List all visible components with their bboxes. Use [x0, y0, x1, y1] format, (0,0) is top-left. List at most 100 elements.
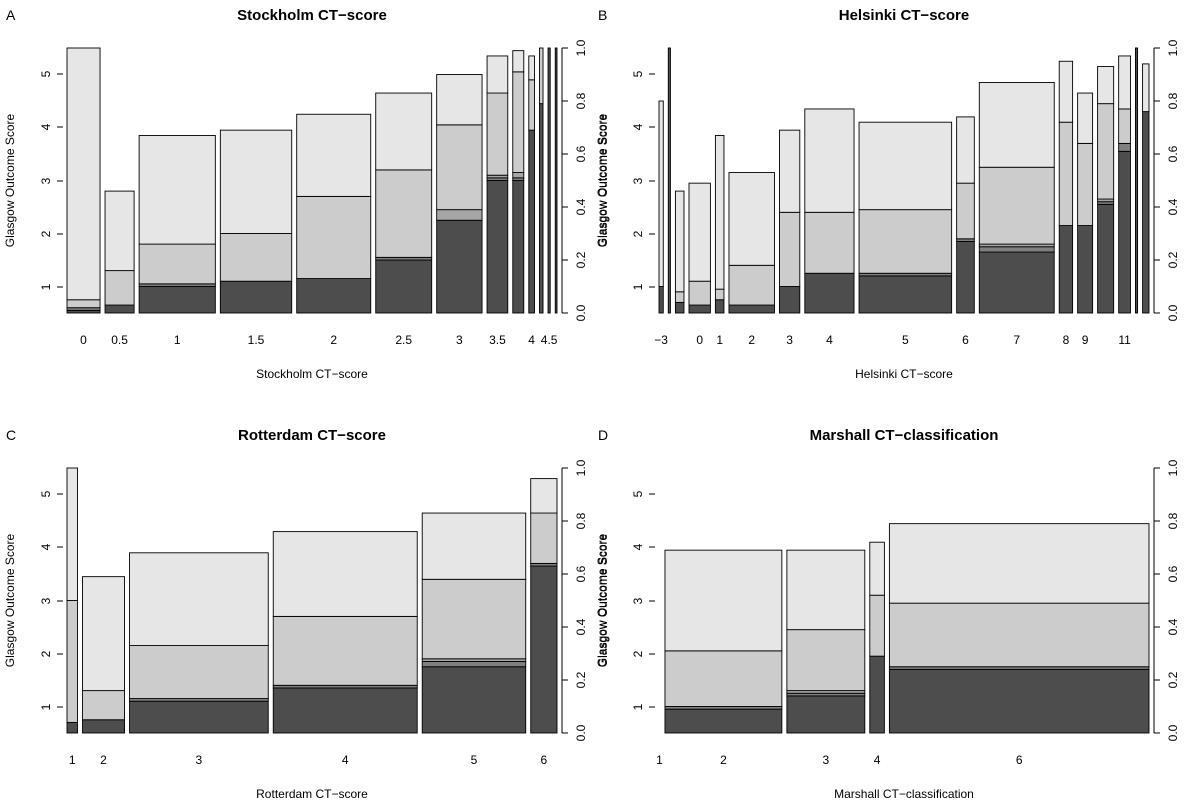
mosaic-segment-gos-5 [512, 50, 525, 73]
mosaic-column [486, 55, 509, 314]
y-tick-label-right: 1.0 [574, 459, 588, 476]
mosaic-segment-gos-3 [512, 172, 525, 179]
mosaic-column [554, 47, 558, 314]
y-tick-label-right: 1.0 [1166, 39, 1180, 56]
mosaic-segment-gos-1 [858, 275, 953, 314]
mosaic-segment-gos-5 [104, 190, 135, 272]
mosaic-segment-gos-5 [272, 531, 418, 617]
mosaic-segment-gos-4 [296, 195, 372, 279]
x-tick-label: −3 [654, 333, 668, 347]
mosaic-segment-gos-5 [82, 576, 125, 692]
mosaic-segment-gos-5 [888, 523, 1150, 604]
mosaic-segment-gos-4 [530, 512, 558, 564]
y-tick-label-right: 0.2 [1166, 671, 1180, 688]
x-tick-label: 8 [1063, 333, 1070, 347]
mosaic-column [272, 531, 418, 734]
y-axis-label-left: Glasgow Outcome Score [595, 113, 609, 247]
chart-title: Marshall CT−classification [810, 427, 999, 444]
y-tick-label-right: 0.8 [1166, 92, 1180, 109]
mosaic-column [66, 467, 78, 734]
x-tick-label: 11 [1118, 333, 1131, 347]
mosaic-segment-gos-5 [530, 478, 558, 514]
chart-title: Rotterdam CT−score [238, 427, 386, 444]
y-axis-label-right: Glasgow Outcome Score [596, 113, 610, 247]
y-tick-label-left: 5 [39, 70, 53, 77]
mosaic-column [888, 523, 1150, 734]
x-tick-label: 5 [471, 753, 478, 767]
y-tick-label-left: 1 [39, 283, 53, 290]
y-tick-label-left: 3 [39, 597, 53, 604]
mosaic-segment-gos-4 [138, 243, 216, 285]
mosaic-segment-gos-5 [1058, 60, 1074, 123]
mosaic-segment-gos-1 [667, 47, 671, 314]
x-tick-label: 1 [174, 333, 181, 347]
y-tick-label-left: 2 [39, 650, 53, 657]
mosaic-segment-gos-1 [129, 700, 269, 734]
y-tick-label-left: 4 [631, 123, 645, 130]
mosaic-column [658, 100, 664, 314]
mosaic-segment-gos-1 [658, 286, 664, 314]
mosaic-segment-gos-4 [66, 600, 78, 723]
mosaic-segment-gos-5 [858, 121, 953, 211]
panel-letter: C [6, 427, 16, 443]
y-tick-label-left: 2 [39, 230, 53, 237]
mosaic-segment-gos-4 [1058, 121, 1074, 226]
y-tick-label-left: 2 [631, 230, 645, 237]
mosaic-segment-gos-4 [436, 124, 483, 211]
mosaic-segment-gos-1 [786, 695, 866, 734]
mosaic-segment-gos-1 [1118, 150, 1131, 314]
mosaic-segment-gos-4 [375, 169, 433, 258]
mosaic-segment-gos-4 [674, 291, 685, 303]
mosaic-segment-gos-4 [978, 166, 1055, 245]
mosaic-segment-gos-1 [66, 721, 78, 734]
mosaic-segment-gos-1 [528, 129, 535, 314]
mosaic-segment-gos-2 [421, 660, 527, 668]
mosaic-segment-gos-5 [658, 100, 664, 287]
mosaic-segment-gos-5 [436, 74, 483, 126]
y-tick-label-right: 0.6 [574, 145, 588, 162]
mosaic-segment-gos-4 [888, 602, 1150, 668]
x-tick-label: 6 [541, 753, 548, 767]
mosaic-segment-gos-5 [421, 512, 527, 580]
x-tick-label: 2.5 [395, 333, 412, 347]
y-tick-label-left: 5 [631, 70, 645, 77]
mosaic-segment-gos-1 [1077, 225, 1094, 314]
mosaic-segment-gos-4 [421, 578, 527, 660]
mosaic-segment-gos-4 [858, 209, 953, 274]
mosaic-segment-gos-5 [219, 129, 293, 234]
x-tick-label: 1 [656, 753, 663, 767]
mosaic-column [66, 47, 101, 314]
x-tick-label: 1.5 [248, 333, 265, 347]
x-tick-label: 3 [822, 753, 829, 767]
x-tick-label: 9 [1082, 333, 1089, 347]
x-tick-label: 6 [962, 333, 969, 347]
x-tick-label: 2 [330, 333, 337, 347]
mosaic-segment-gos-1 [688, 304, 711, 314]
mosaic-column [786, 549, 866, 734]
chart-title: Stockholm CT−score [237, 7, 387, 24]
x-tick-label: 3.5 [489, 333, 506, 347]
mosaic-segment-gos-1 [1097, 203, 1115, 314]
x-axis-label: Helsinki CT−score [855, 367, 953, 381]
mosaic-segment-gos-1 [296, 278, 372, 314]
mosaic-segment-gos-5 [1097, 66, 1115, 105]
x-tick-label: 2 [100, 753, 107, 767]
mosaic-segment-gos-5 [375, 92, 433, 171]
mosaic-segment-gos-4 [539, 47, 544, 105]
mosaic-segment-gos-1 [539, 103, 544, 314]
mosaic-column [688, 182, 711, 314]
mosaic-segment-gos-4 [786, 629, 866, 692]
y-tick-label-left: 5 [39, 490, 53, 497]
mosaic-segment-gos-1 [486, 180, 509, 314]
mosaic-segment-gos-5 [978, 81, 1055, 168]
y-tick-label-left: 4 [39, 543, 53, 550]
mosaic-segment-gos-4 [779, 211, 801, 287]
mosaic-column [1097, 66, 1115, 314]
mosaic-segment-gos-1 [779, 286, 801, 314]
mosaic-column [82, 576, 125, 734]
mosaic-segment-gos-1 [421, 666, 527, 734]
chart-panel-a: A Stockholm CT−score 0 0.5 1 1.5 2 2.5 3 3.5 4 4.5 1… [3, 7, 610, 381]
x-tick-label: 2 [748, 333, 755, 347]
mosaic-column [219, 129, 293, 314]
